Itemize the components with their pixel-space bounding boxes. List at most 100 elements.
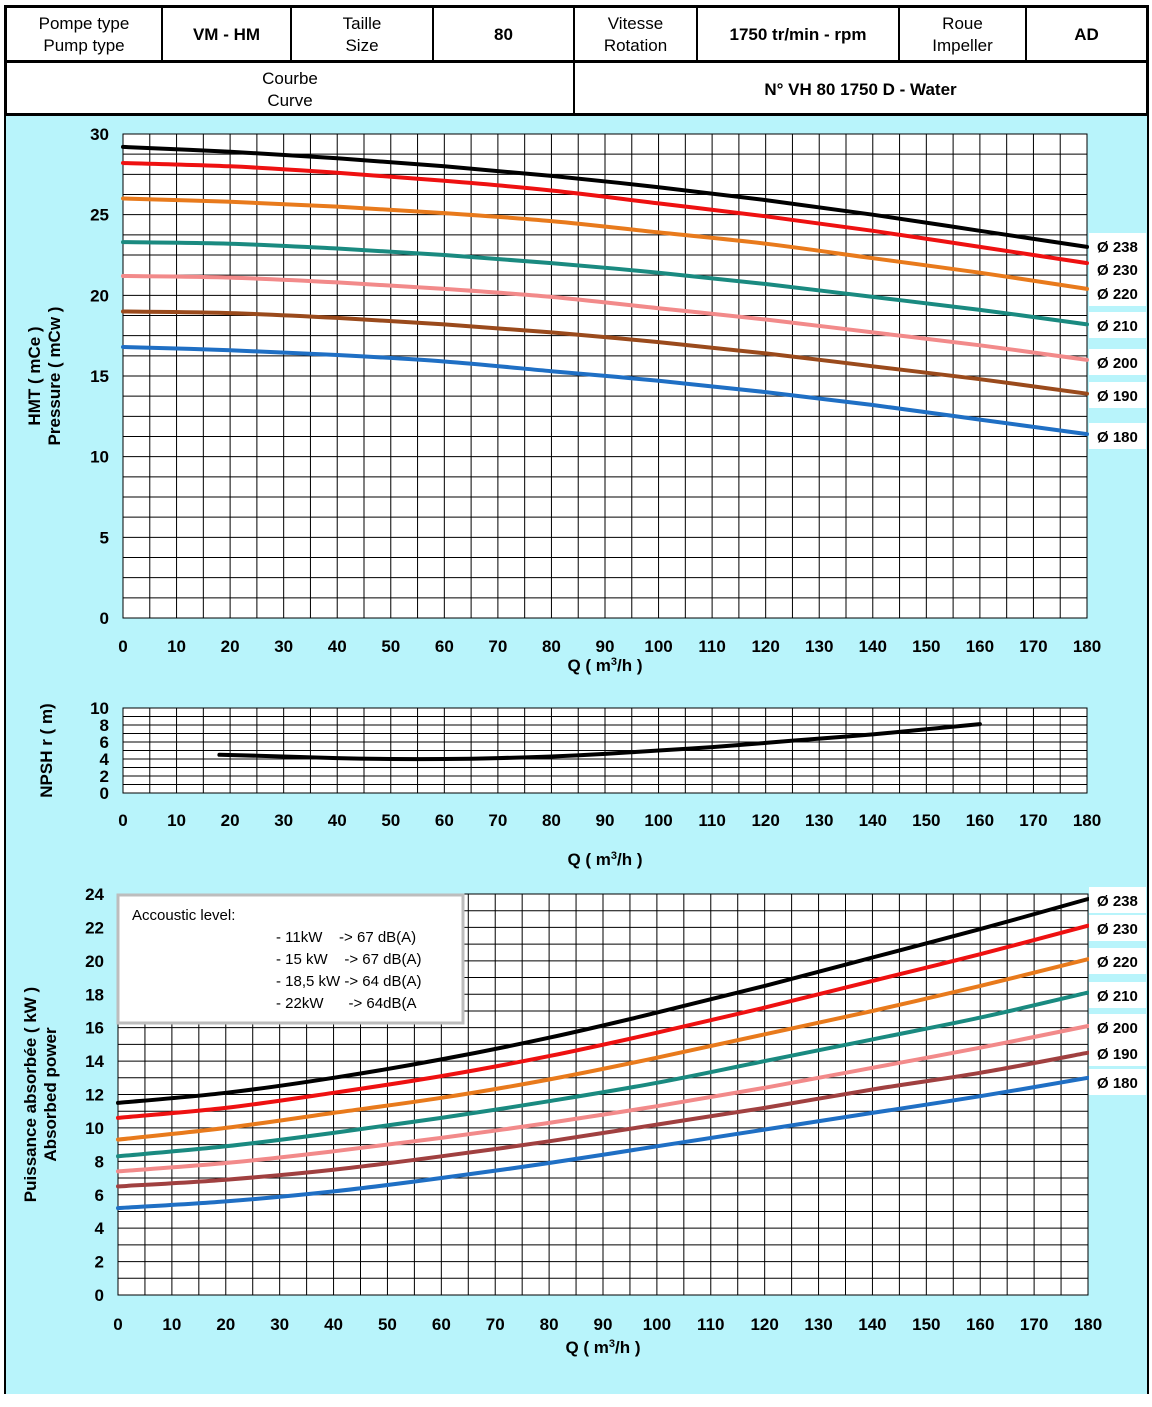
legend-box	[1089, 1014, 1146, 1040]
y-tick-label: 24	[85, 885, 104, 904]
series-line-200	[116, 1024, 1090, 1174]
y-tick-label: 30	[90, 125, 109, 144]
x-tick-label: 0	[118, 811, 127, 830]
legend-box	[1089, 915, 1146, 941]
legend-label: Ø 190	[1097, 388, 1138, 405]
acoustic-line: - 15 kW -> 67 dB(A)	[276, 951, 421, 968]
pump-type-value: VM - HM	[192, 24, 261, 44]
series-line-210	[121, 240, 1089, 327]
legend-label: Ø 220	[1097, 286, 1138, 303]
x-tick-label: 130	[805, 811, 833, 830]
y-tick-label: 8	[95, 1152, 104, 1171]
series-line-220	[121, 196, 1089, 291]
y-tick-label: 4	[95, 1219, 105, 1238]
x-tick-label: 80	[542, 637, 561, 656]
legend-box	[1089, 280, 1146, 306]
legend-label: Ø 180	[1097, 1075, 1138, 1092]
series-line-210	[116, 990, 1090, 1159]
x-tick-label: 100	[643, 1315, 671, 1334]
x-tick-label: 170	[1020, 1315, 1048, 1334]
divider	[898, 8, 900, 61]
acoustic-line: - 18,5 kW -> 64 dB(A)	[276, 973, 421, 990]
y-tick-label: 6	[100, 733, 109, 752]
x-tick-label: 160	[966, 1315, 994, 1334]
x-tick-label: 150	[912, 811, 940, 830]
x-tick-label: 30	[274, 637, 293, 656]
y-tick-label: 14	[85, 1052, 104, 1071]
series-line-238	[121, 144, 1089, 249]
rotation-label-fr: Vitesse	[607, 13, 664, 33]
x-tick-label: 180	[1073, 637, 1101, 656]
legend-box	[1089, 887, 1146, 913]
legend-label: Ø 180	[1097, 429, 1138, 446]
x-tick-label: 130	[805, 637, 833, 656]
legend-box	[1089, 948, 1146, 974]
size-label-en: Size	[345, 35, 379, 55]
x-tick-label: 110	[697, 1315, 724, 1334]
x-tick-label: 150	[912, 1315, 940, 1334]
x-tick-label: 50	[381, 811, 400, 830]
x-tick-label: 160	[966, 811, 994, 830]
y-tick-label: 16	[85, 1019, 104, 1038]
x-tick-label: 100	[644, 637, 672, 656]
y-tick-label: 20	[85, 952, 104, 971]
y-axis-label: Absorbed power	[41, 1027, 60, 1162]
y-tick-label: 2	[100, 767, 109, 786]
legend-label: Ø 230	[1097, 262, 1138, 279]
legend-label: Ø 190	[1097, 1046, 1138, 1063]
y-tick-label: 20	[90, 286, 109, 305]
x-tick-label: 60	[435, 811, 454, 830]
x-tick-label: 80	[542, 811, 561, 830]
series-line-180	[116, 1075, 1090, 1211]
rotation-label-en: Rotation	[603, 35, 668, 55]
x-tick-label: 10	[162, 1315, 181, 1334]
x-tick-label: 60	[435, 637, 454, 656]
series-line-230	[121, 161, 1089, 266]
series-line-190	[121, 309, 1089, 396]
x-tick-label: 20	[221, 637, 240, 656]
x-tick-label: 120	[751, 811, 779, 830]
legend-label: Ø 200	[1097, 355, 1138, 372]
x-tick-label: 0	[118, 637, 127, 656]
series-line-200	[121, 274, 1089, 362]
header-table: Pompe type Pump type VM - HM Taille Size…	[4, 5, 1149, 116]
curve-label-fr: Courbe	[262, 68, 318, 88]
x-tick-label: 130	[804, 1315, 832, 1334]
y-axis-label: Pressure ( mCw )	[45, 307, 64, 446]
impeller-value: AD	[1074, 24, 1099, 44]
legend-box	[1089, 256, 1146, 282]
series-line-180	[121, 345, 1089, 437]
size-label: Taille Size	[292, 8, 432, 61]
curve-label-en: Curve	[267, 90, 313, 110]
legend-label: Ø 230	[1097, 921, 1138, 938]
acoustic-line: - 22kW -> 64dB(A	[276, 995, 416, 1012]
x-tick-label: 120	[750, 1315, 778, 1334]
x-tick-label: 120	[751, 637, 779, 656]
legend-box	[1089, 349, 1146, 375]
x-axis-label: Q ( m3/h )	[567, 656, 642, 675]
x-tick-label: 90	[594, 1315, 613, 1334]
chart-panel: 0 10 20 30 40 50 60 70 80 90 100 110 120 130 140 150 160…	[4, 116, 1149, 1394]
legend-label: Ø 210	[1097, 318, 1138, 335]
series-line-npsh	[217, 722, 982, 762]
x-tick-label: 170	[1019, 811, 1047, 830]
legend-box	[1089, 233, 1146, 259]
curve-value: N° VH 80 1750 D - Water	[764, 79, 957, 99]
x-tick-label: 40	[328, 811, 347, 830]
x-tick-label: 10	[167, 637, 186, 656]
series-line-230	[116, 923, 1090, 1120]
x-tick-label: 70	[488, 637, 507, 656]
acoustic-line: - 11kW -> 67 dB(A)	[276, 929, 416, 946]
x-tick-label: 40	[328, 637, 347, 656]
series-line-190	[116, 1050, 1090, 1189]
acoustic-box-frame	[116, 893, 465, 1025]
x-tick-label: 140	[858, 1315, 886, 1334]
y-tick-label: 12	[85, 1086, 104, 1105]
y-axis-label: Puissance absorbée ( kW )	[21, 987, 40, 1202]
y-axis-label: HMT ( mCe )	[25, 326, 44, 425]
x-tick-label: 140	[859, 637, 887, 656]
acoustic-title: Accoustic level:	[132, 907, 235, 924]
divider	[161, 8, 163, 61]
pump-type-label-en: Pump type	[43, 35, 125, 55]
x-tick-label: 30	[270, 1315, 289, 1334]
